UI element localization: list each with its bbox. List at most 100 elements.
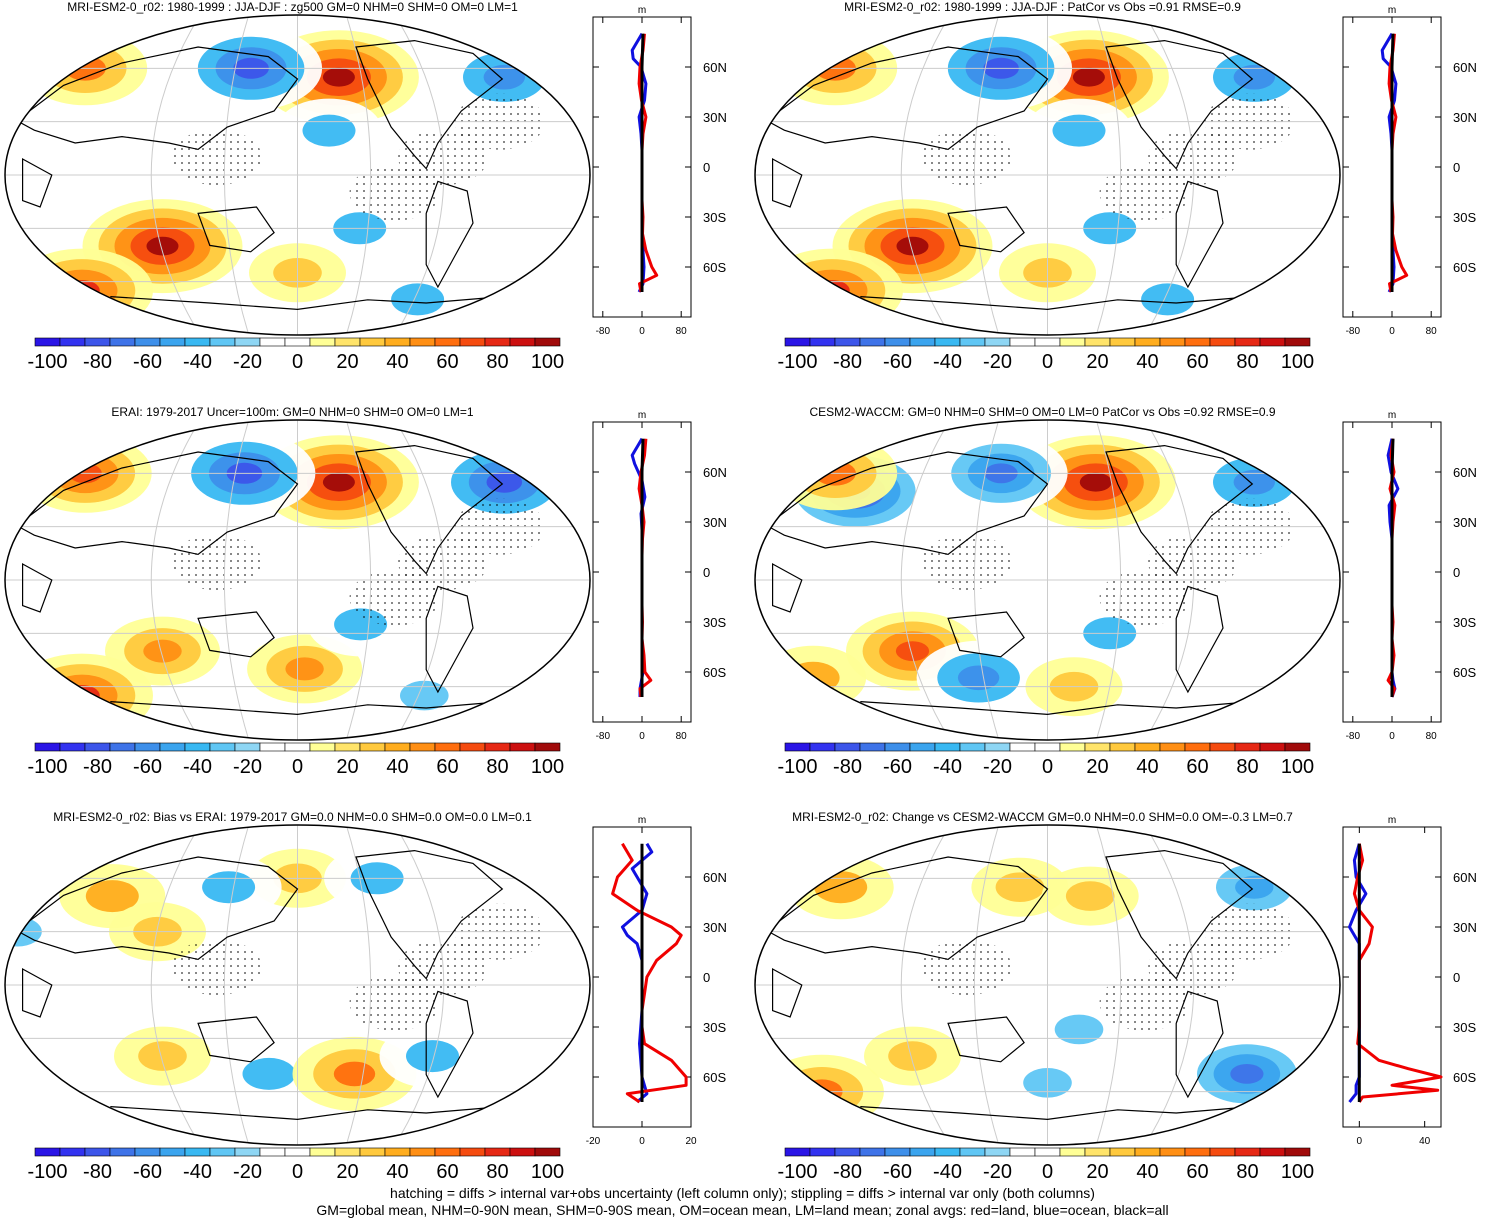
zonal-ytick-label-2: 30N [1453, 515, 1477, 530]
zonal-unit-label: m [1388, 815, 1396, 826]
colorbar-label-2: -80 [83, 1161, 112, 1183]
colorbar-swatch-18 [459, 742, 486, 752]
colorbar-swatch-21 [534, 1147, 561, 1157]
coast-africa [22, 562, 53, 613]
colorbar-label-8: 40 [1136, 351, 1158, 373]
anomaly-7-ring-4 [1230, 1064, 1264, 1084]
graticule-lon-60 [1095, 420, 1122, 740]
colorbar-swatch-3 [834, 742, 861, 752]
colorbar-swatch-6 [909, 742, 936, 752]
stipple-region-3 [349, 569, 440, 626]
zonal-ytick-label-5: 60S [1453, 260, 1476, 275]
panel-title: ERAI: 1979-2017 Uncer=100m: GM=0 NHM=0 S… [111, 405, 473, 419]
colorbar-label-4: -40 [183, 1161, 212, 1183]
colorbar-swatch-3 [84, 1147, 111, 1157]
colorbar-swatch-4 [859, 337, 886, 347]
colorbar-label-8: 40 [1136, 756, 1158, 778]
colorbar-label-4: -40 [933, 1161, 962, 1183]
zonal-ytick-label-3: 0 [703, 565, 710, 580]
colorbar-swatch-10 [259, 1147, 286, 1157]
zonal-xtick-label-2: 0 [639, 326, 645, 337]
colorbar-swatch-7 [184, 742, 211, 752]
colorbar-label-2: -80 [83, 351, 112, 373]
coast-australia [197, 611, 275, 658]
coastlines [15, 39, 504, 311]
colorbar-swatch-3 [834, 337, 861, 347]
zonal-ytick-label-2: 30N [703, 515, 727, 530]
colorbar-swatch-3 [834, 1147, 861, 1157]
zonal-ytick-label-5: 60S [703, 1070, 726, 1085]
zonal-xtick-label-2: 0 [1389, 326, 1395, 337]
colorbar-label-4: -40 [183, 351, 212, 373]
graticule-lon-120 [394, 420, 445, 740]
colorbar-swatch-2 [809, 1147, 836, 1157]
map-border [754, 419, 1341, 741]
colorbar-swatch-19 [1234, 1147, 1261, 1157]
zonal-ytick-label-2: 30N [1453, 110, 1477, 125]
zonal-xtick-label-3: 20 [685, 1136, 697, 1147]
colorbar-label-10: 80 [1236, 351, 1258, 373]
colorbar-label-6: 0 [292, 756, 303, 778]
coast-south-america [1175, 180, 1224, 289]
map-border [754, 14, 1341, 336]
colorbar-swatch-2 [809, 337, 836, 347]
colorbar-swatch-5 [134, 1147, 161, 1157]
colorbar-swatch-4 [109, 742, 136, 752]
map-border [4, 14, 591, 336]
colorbar-swatch-7 [934, 742, 961, 752]
coast-africa [22, 967, 53, 1018]
anomaly-8-ring-3 [333, 1061, 376, 1087]
coast-eurasia [15, 451, 299, 556]
colorbar-swatch-12 [1059, 337, 1086, 347]
colorbar-swatch-20 [509, 337, 536, 347]
colorbar-label-10: 80 [486, 1161, 508, 1183]
colorbar-swatch-6 [159, 742, 186, 752]
coast-south-america [425, 990, 474, 1099]
zonal-unit-label: m [1388, 410, 1396, 421]
colorbar-swatch-18 [459, 337, 486, 347]
graticule-lon-60 [345, 15, 372, 335]
colorbar-label-6: 0 [1042, 756, 1053, 778]
map-graticule [755, 825, 1340, 1145]
zonal-ytick-label-1: 60N [703, 60, 727, 75]
panel-3: ERAI: 1979-2017 Uncer=100m: GM=0 NHM=0 S… [4, 405, 727, 778]
colorbar-swatch-11 [1034, 337, 1061, 347]
colorbar-swatch-21 [534, 742, 561, 752]
coast-north-america [1105, 39, 1254, 170]
graticule-lon-60 [1095, 825, 1122, 1145]
stipple-region-2 [921, 534, 1012, 591]
anomaly-2-ring-2 [1065, 881, 1115, 911]
zonal-ytick-label-4: 30S [1453, 1020, 1476, 1035]
graticule-lon--60 [973, 420, 1000, 740]
coast-antarctica [110, 1106, 503, 1121]
zonal-line-all [1390, 33, 1395, 292]
colorbar-label-9: 60 [1186, 351, 1208, 373]
map-border [754, 824, 1341, 1146]
anomaly-2-ring-2 [202, 871, 256, 904]
graticule-lon-60 [1095, 15, 1122, 335]
colorbar-label-8: 40 [1136, 1161, 1158, 1183]
zonal-line-all [1390, 438, 1395, 697]
colorbar-label-5: -20 [983, 756, 1012, 778]
colorbar-swatch-20 [509, 1147, 536, 1157]
anomaly-6-ring-3 [46, 674, 118, 717]
zonal-ytick-label-3: 0 [703, 970, 710, 985]
colorbar-swatch-12 [1059, 1147, 1086, 1157]
map-field [755, 420, 1340, 740]
zonal-average-panel: m 60N 30N 0 30S 60S 0 40 [1342, 815, 1477, 1147]
zonal-ytick-label-5: 60S [703, 665, 726, 680]
colorbar-label-11: 100 [1281, 756, 1314, 778]
graticule-lon--60 [223, 15, 250, 335]
map-field [755, 825, 1340, 1145]
anomaly-6-ring-2 [778, 259, 886, 323]
anomaly-8-ring-3 [957, 665, 1000, 691]
coast-south-america [425, 180, 474, 289]
colorbar-label-7: 20 [336, 756, 358, 778]
coast-australia [947, 611, 1025, 658]
zonal-ytick-label-4: 30S [703, 210, 726, 225]
zonal-ytick-label-1: 60N [1453, 465, 1477, 480]
coast-australia [947, 1016, 1025, 1063]
colorbar-label-5: -20 [233, 756, 262, 778]
colorbar-swatch-13 [334, 337, 361, 347]
colorbar-swatch-17 [434, 337, 461, 347]
